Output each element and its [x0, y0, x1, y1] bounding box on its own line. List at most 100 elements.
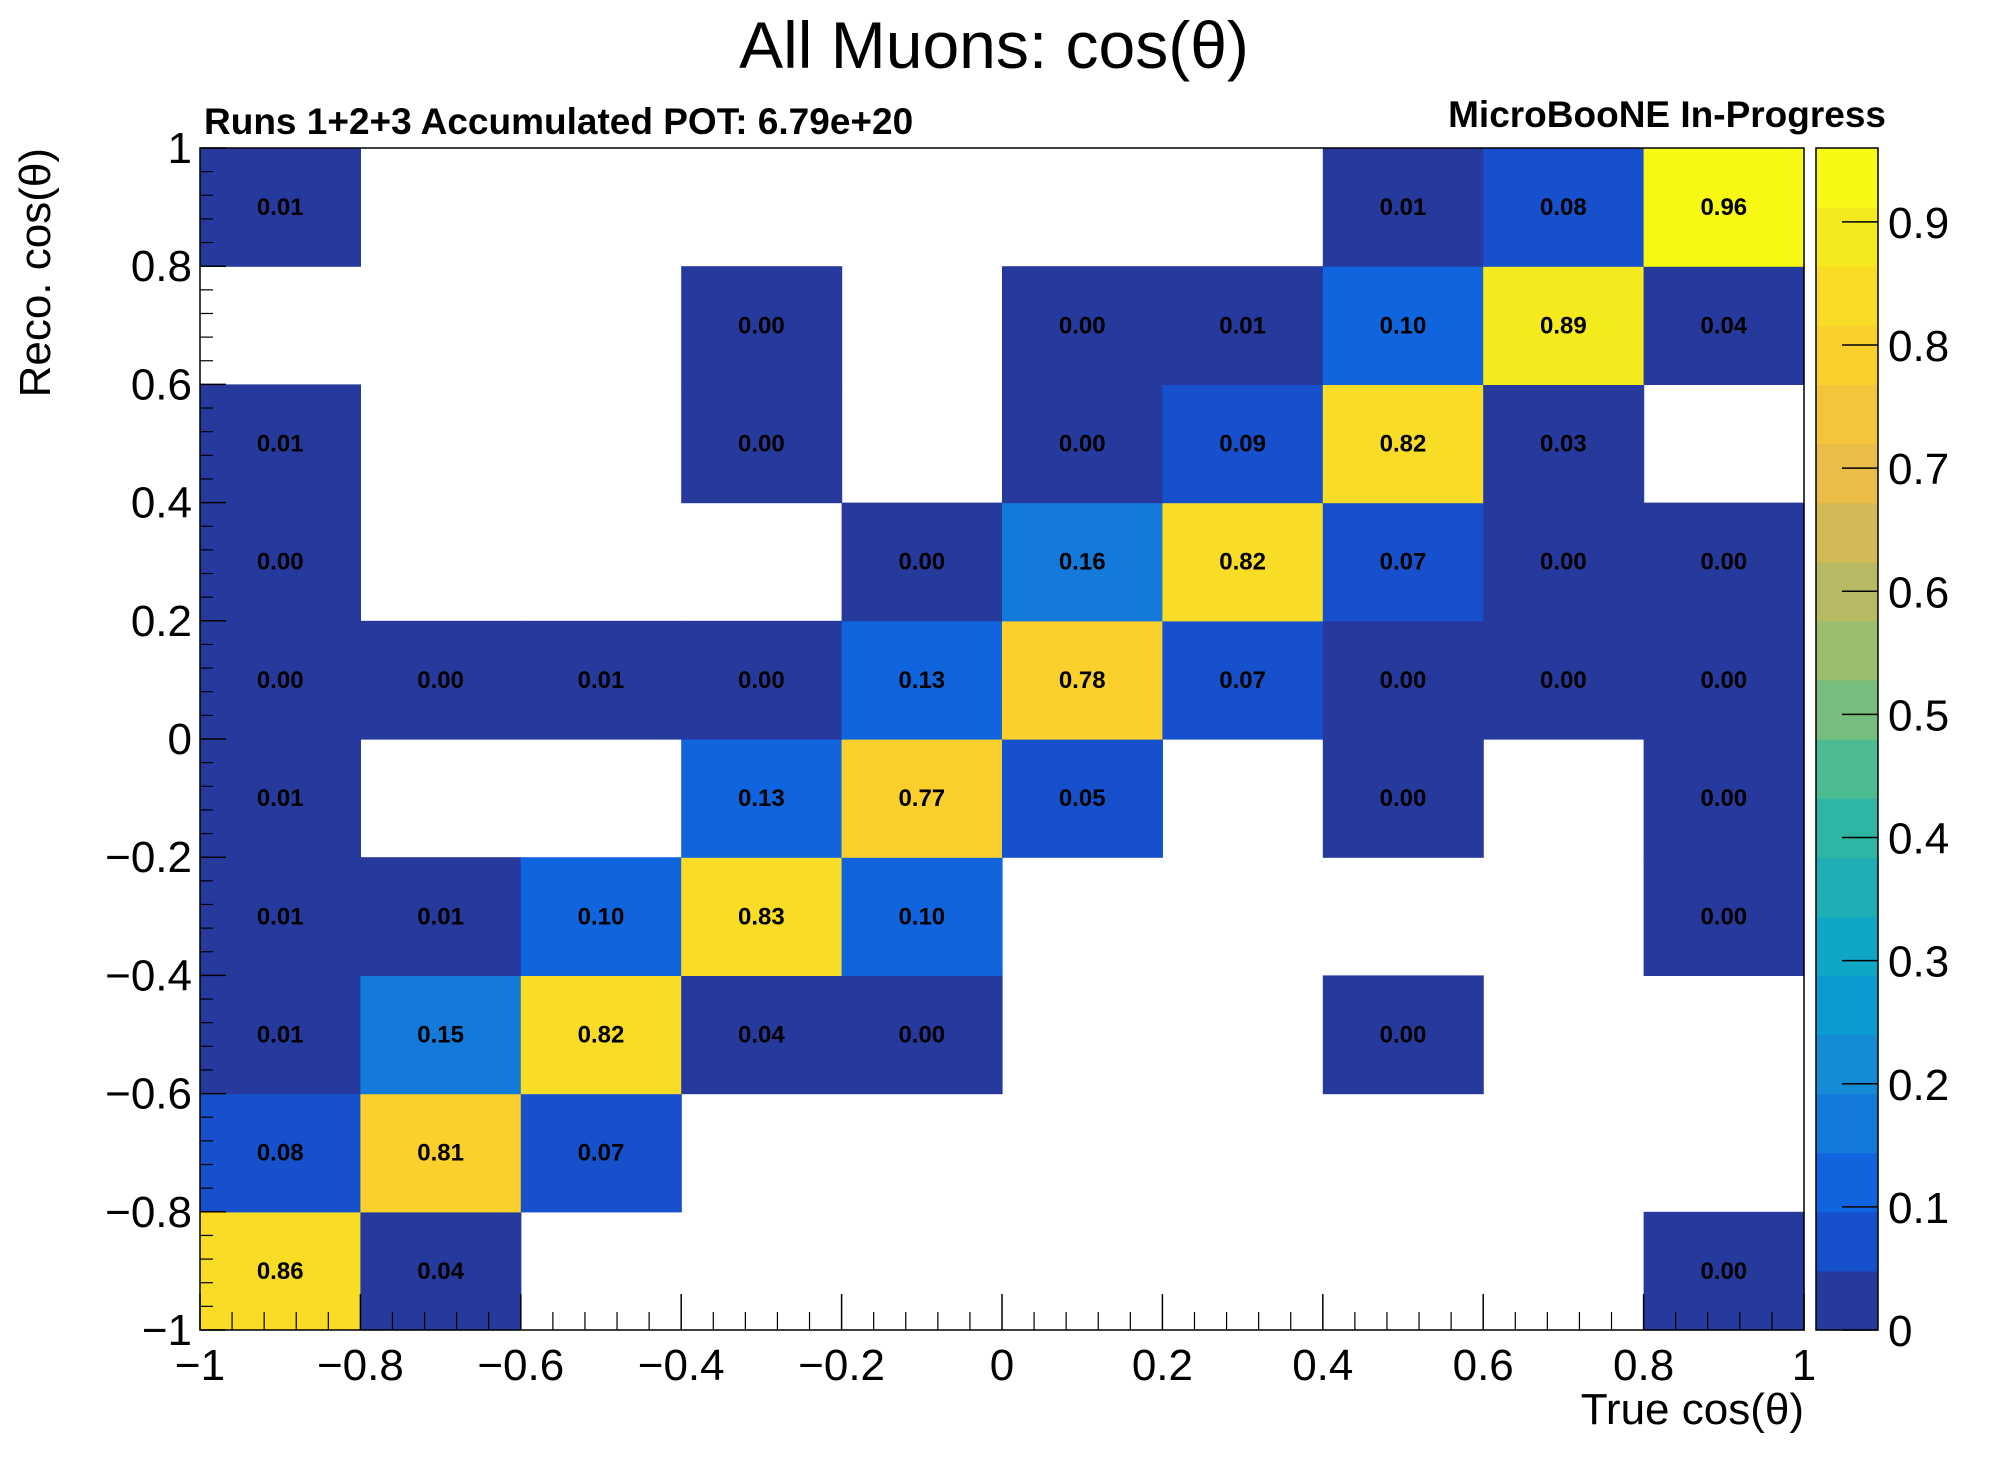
cell-value-label: 0.04 — [417, 1258, 464, 1285]
cell-value-label: 0.10 — [1380, 312, 1427, 339]
cell-value-label: 0.96 — [1700, 194, 1747, 221]
heatmap-cell — [200, 1211, 361, 1331]
cell-value-label: 0.00 — [898, 1022, 945, 1049]
cell-value-label: 0.01 — [1219, 312, 1266, 339]
heatmap-cell — [360, 1211, 522, 1331]
cell-value-label: 0.08 — [1540, 194, 1587, 221]
heatmap-cell — [1483, 384, 1645, 504]
cell-value-label: 0.07 — [1380, 549, 1427, 576]
colorbar-band — [1816, 739, 1878, 799]
cell-value-label: 0.00 — [738, 431, 785, 458]
heatmap-cell — [1322, 384, 1484, 504]
heatmap-cell — [1322, 266, 1484, 385]
heatmap-cell — [1002, 620, 1163, 740]
x-axis-label: True cos(θ) — [1581, 1385, 1804, 1434]
cell-value-label: 0.00 — [898, 549, 945, 576]
colorbar-band — [1816, 207, 1878, 267]
heatmap-cell — [841, 857, 1003, 976]
chart-subtitle-right: MicroBooNE In-Progress — [1448, 94, 1886, 135]
y-axis-tick-labels: −1 −0.8 −0.6 −0.4 −0.2 0 0.2 0.4 0.6 0.8 1 — [105, 124, 192, 1355]
heatmap-cell — [520, 975, 682, 1095]
x-tick-label: −0.6 — [477, 1341, 564, 1390]
heatmap-cell — [1322, 739, 1484, 858]
colorbar-tick-label: 0.7 — [1888, 445, 1949, 494]
cell-value-label: 0.01 — [578, 667, 625, 694]
colorbar-band — [1816, 1211, 1878, 1272]
x-tick-label: 0.2 — [1132, 1341, 1193, 1390]
cell-value-label: 0.01 — [257, 1022, 304, 1049]
heatmap-cell — [520, 1093, 682, 1213]
cell-value-label: 0.00 — [257, 549, 304, 576]
cell-value-label: 0.86 — [257, 1258, 304, 1285]
cell-value-label: 0.03 — [1540, 431, 1587, 458]
heatmap-cell — [360, 1093, 522, 1213]
x-tick-label: −0.4 — [638, 1341, 725, 1390]
heatmap-cell — [1002, 384, 1163, 504]
cell-value-label: 0.00 — [1380, 667, 1427, 694]
colorbar-band — [1816, 1270, 1878, 1331]
y-tick-label: 0.8 — [131, 242, 192, 291]
y-axis-label: Reco. cos(θ) — [11, 148, 60, 397]
cell-value-label: 0.01 — [417, 903, 464, 930]
cell-value-label: 0.00 — [1380, 1022, 1427, 1049]
heatmap-cell — [200, 148, 361, 267]
heatmap-cell — [200, 1093, 361, 1213]
heatmap-cell — [841, 975, 1003, 1095]
x-axis-ticks — [199, 1294, 1805, 1330]
cell-value-label: 0.00 — [738, 312, 785, 339]
x-tick-label: −0.8 — [317, 1341, 404, 1390]
heatmap-cell — [200, 739, 361, 858]
heatmap-cell — [1643, 148, 1805, 267]
cell-value-label: 0.07 — [1219, 667, 1266, 694]
colorbar-tick-label: 0.6 — [1888, 568, 1949, 617]
heatmap-cell — [1643, 1211, 1805, 1331]
cell-value-label: 0.01 — [257, 785, 304, 812]
colorbar-band — [1816, 857, 1878, 917]
cell-value-label: 0.10 — [898, 903, 945, 930]
cell-value-label: 0.00 — [738, 667, 785, 694]
heatmap-cell — [1002, 266, 1163, 385]
heatmap-cell — [1322, 148, 1484, 267]
colorbar — [1816, 148, 1878, 1331]
cell-value-label: 0.89 — [1540, 312, 1587, 339]
colorbar-tick-label: 0.9 — [1888, 199, 1949, 248]
cell-value-label: 0.05 — [1059, 785, 1106, 812]
heatmap-cell — [1643, 620, 1805, 740]
x-tick-label: 0.8 — [1613, 1341, 1674, 1390]
cell-value-label: 0.83 — [738, 903, 785, 930]
cell-value-label: 0.13 — [898, 667, 945, 694]
heatmap-cell — [841, 620, 1003, 740]
cell-value-label: 0.16 — [1059, 549, 1106, 576]
heatmap-cell — [360, 975, 522, 1095]
heatmap-cell — [1162, 502, 1324, 622]
colorbar-band — [1816, 975, 1878, 1036]
heatmap-cell — [200, 857, 361, 976]
cell-value-label: 0.00 — [1700, 785, 1747, 812]
x-tick-label: 0.6 — [1453, 1341, 1514, 1390]
heatmap-cell — [1643, 857, 1805, 976]
heatmap-cell — [1483, 148, 1645, 267]
heatmap-cell — [520, 857, 682, 976]
heatmap-cell — [1162, 266, 1324, 385]
colorbar-ticks — [1842, 221, 1878, 1331]
cell-value-label: 0.01 — [1380, 194, 1427, 221]
heatmap-cell — [1483, 620, 1645, 740]
heatmap-cell — [200, 620, 361, 740]
cell-value-label: 0.82 — [1380, 431, 1427, 458]
heatmap-cell — [360, 857, 522, 976]
x-tick-label: 0 — [990, 1341, 1014, 1390]
colorbar-band — [1816, 620, 1878, 681]
cell-value-label: 0.07 — [578, 1140, 625, 1167]
heatmap-cell — [200, 975, 361, 1095]
colorbar-tick-label: 0.8 — [1888, 322, 1949, 371]
cell-value-label: 0.09 — [1219, 431, 1266, 458]
y-tick-label: 0.6 — [131, 360, 192, 409]
colorbar-tick-labels: 0 0.1 0.2 0.3 0.4 0.5 0.6 0.7 0.8 0.9 — [1888, 199, 1949, 1356]
cell-value-label: 0.82 — [578, 1022, 625, 1049]
cell-value-label: 0.15 — [417, 1022, 464, 1049]
heatmap-cell — [1002, 502, 1163, 622]
cell-value-label: 0.01 — [257, 431, 304, 458]
heatmap-cell — [360, 620, 522, 740]
y-tick-label: 1 — [168, 124, 192, 173]
